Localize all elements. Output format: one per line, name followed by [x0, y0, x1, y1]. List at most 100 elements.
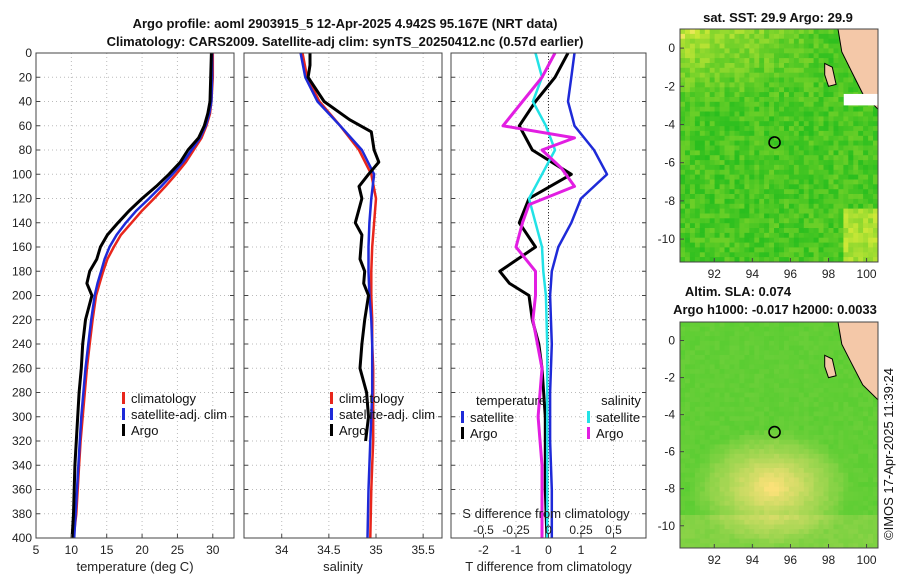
map-cell	[719, 67, 725, 74]
map-cell	[784, 184, 790, 190]
map-cell	[709, 130, 716, 137]
map-cell	[798, 453, 805, 459]
map-cell	[724, 449, 730, 455]
map-cell	[823, 486, 829, 492]
map-cell	[853, 155, 859, 161]
map-cell	[680, 425, 686, 431]
map-cell	[858, 228, 864, 234]
map-cell	[808, 97, 815, 103]
map-cell	[813, 430, 819, 436]
map-cell	[873, 430, 879, 436]
map-cell	[793, 364, 800, 370]
map-cell	[689, 111, 696, 117]
map-cell	[848, 383, 854, 389]
map-cell	[734, 106, 740, 112]
map-cell	[769, 383, 775, 389]
map-cell	[833, 164, 839, 171]
map-cell	[784, 411, 790, 417]
map-cell	[838, 232, 844, 239]
map-cell	[798, 322, 805, 328]
map-cell	[863, 169, 869, 176]
depth-tick-label: 200	[12, 289, 32, 303]
map-cell	[813, 213, 819, 219]
map-cell	[754, 121, 760, 127]
map-cell	[853, 468, 859, 474]
map-cell	[793, 378, 800, 384]
map-cell	[793, 406, 800, 412]
map-cell	[689, 160, 696, 166]
map-cell	[759, 402, 765, 408]
map-cell	[808, 331, 815, 337]
map-cell	[798, 179, 805, 185]
map-cell	[685, 111, 691, 117]
map-cell	[724, 453, 730, 459]
map-cell	[729, 326, 735, 332]
map-cell	[843, 87, 849, 93]
map-cell	[868, 477, 874, 483]
map-cell	[709, 486, 716, 492]
map-cell	[774, 174, 780, 180]
map-cell	[754, 184, 760, 190]
map-cell	[724, 164, 730, 171]
map-cell	[833, 223, 839, 229]
map-cell	[779, 340, 785, 346]
map-cell	[798, 458, 805, 464]
map-cell	[779, 150, 785, 156]
lon-tick-label: 92	[708, 267, 722, 281]
map-cell	[734, 477, 740, 483]
map-cell	[798, 150, 805, 156]
map-cell	[724, 160, 730, 166]
map-cell	[714, 477, 720, 483]
map-cell	[749, 538, 755, 544]
map-cell	[685, 449, 691, 455]
map-cell	[823, 472, 829, 478]
map-cell	[754, 223, 760, 229]
map-cell	[729, 364, 735, 370]
map-cell	[818, 150, 824, 156]
map-cell	[734, 425, 740, 431]
map-cell	[853, 491, 859, 497]
map-cell	[704, 392, 711, 398]
map-cell	[774, 232, 780, 239]
map-cell	[828, 145, 834, 151]
map-cell	[754, 510, 760, 516]
map-cell	[793, 218, 800, 224]
map-cell	[793, 430, 800, 436]
map-cell	[744, 218, 750, 224]
map-cell	[709, 425, 716, 431]
map-cell	[808, 92, 815, 98]
map-cell	[853, 145, 859, 151]
map-cell	[833, 140, 839, 146]
map-cell	[714, 228, 720, 234]
map-cell	[843, 411, 849, 417]
map-cell	[754, 496, 760, 502]
map-cell	[719, 406, 725, 412]
map-cell	[685, 439, 691, 445]
map-cell	[764, 444, 770, 450]
map-cell	[680, 232, 686, 239]
map-cell	[744, 169, 750, 176]
map-cell	[853, 411, 859, 417]
map-cell	[779, 524, 785, 530]
map-cell	[754, 322, 760, 328]
map-cell	[838, 53, 844, 59]
map-cell	[798, 364, 805, 370]
map-cell	[818, 331, 824, 337]
map-cell	[838, 411, 844, 417]
map-cell	[803, 237, 810, 243]
map-cell	[828, 486, 834, 492]
map-cell	[774, 543, 780, 549]
map-cell	[769, 331, 775, 337]
map-cell	[813, 198, 819, 205]
map-cell	[759, 232, 765, 239]
map-cell	[803, 439, 810, 445]
map-cell	[734, 524, 740, 530]
map-cell	[769, 155, 775, 161]
map-cell	[744, 228, 750, 234]
map-cell	[724, 53, 730, 59]
map-cell	[828, 135, 834, 142]
map-cell	[719, 355, 725, 361]
map-cell	[680, 359, 686, 365]
map-cell	[704, 63, 711, 69]
map-cell	[754, 160, 760, 166]
